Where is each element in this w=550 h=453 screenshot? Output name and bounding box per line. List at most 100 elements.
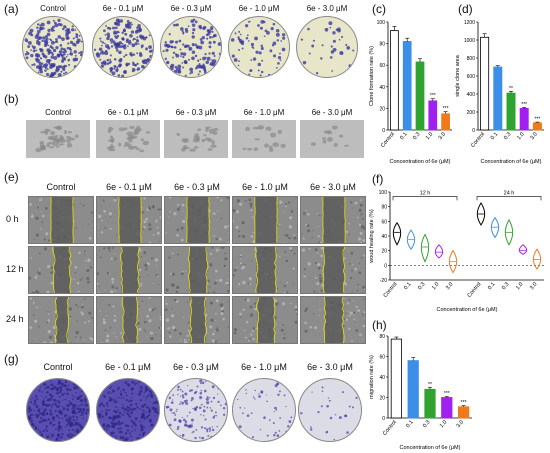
bar	[415, 61, 425, 131]
bar	[428, 100, 438, 131]
condition-label: 6e - 0.3 μM	[174, 182, 220, 192]
wound-image	[164, 196, 230, 244]
significance-label: ***	[443, 106, 449, 112]
y-tick-label: -20	[380, 278, 387, 284]
clone-dish	[160, 16, 222, 78]
x-tick-label: 1.0	[516, 131, 526, 141]
violin	[392, 221, 402, 246]
y-tick-label: 100	[379, 190, 388, 196]
violin	[532, 248, 542, 270]
chart-group: 0 20 40 60 80 100 Control 0.1 0.3 *** 1.0 *** 3.0 Clo…	[369, 20, 452, 165]
x-tick-label: Control	[383, 281, 399, 298]
violin	[490, 216, 500, 239]
panel-label-g: (g)	[4, 352, 19, 366]
time-label: 24 h	[6, 314, 24, 324]
y-axis-label: Clone formation rate (%)	[369, 46, 375, 106]
wound-image	[300, 196, 366, 244]
condition-label: 6e - 0.3 μM	[170, 4, 212, 13]
panel-label-h: (h)	[372, 318, 387, 332]
chart-clone-formation-rate: 0 20 40 60 80 100 Control 0.1 0.3 *** 1.0 *** 3.0 Clo…	[369, 20, 452, 165]
wound-image	[232, 296, 298, 344]
y-tick-label: 1000	[464, 38, 475, 44]
condition-label: Control	[45, 108, 71, 117]
y-tick-label: 80	[381, 205, 387, 211]
condition-label: 6e - 0.3 μM	[175, 108, 217, 117]
y-tick-label: 40	[381, 234, 387, 240]
panel-label-c: (c)	[372, 2, 386, 16]
bar	[441, 397, 453, 419]
wound-image	[300, 296, 366, 344]
group-bracket	[476, 196, 542, 201]
wound-image	[96, 246, 162, 294]
x-tick-label: 1.0	[431, 281, 441, 291]
colony-micrograph	[26, 120, 90, 158]
bar	[390, 338, 403, 419]
x-axis-label: Concentration of 6e (μM)	[437, 307, 498, 313]
bar	[424, 388, 436, 419]
violin	[476, 202, 486, 226]
migration-dish	[96, 378, 160, 442]
x-tick-label: 0.3	[503, 131, 513, 141]
x-tick-label: 1.0	[439, 419, 449, 429]
x-tick-label: 0.3	[501, 281, 511, 291]
bar	[532, 122, 542, 131]
violin	[504, 218, 514, 246]
y-tick-label: 0	[382, 416, 385, 422]
condition-label: 6e - 1.0 μM	[241, 362, 287, 372]
bar	[441, 113, 450, 131]
condition-label: 6e - 3.0 μM	[310, 182, 356, 192]
wound-image	[28, 296, 94, 344]
condition-label: 6e - 1.0 μM	[242, 182, 288, 192]
significance-label: **	[428, 382, 432, 388]
significance-label: ***	[461, 400, 467, 406]
condition-label: 6e - 3.0 μM	[306, 4, 348, 13]
y-tick-label: 80	[379, 42, 385, 48]
bar	[519, 108, 529, 131]
x-tick-label: 0.3	[412, 131, 422, 141]
clone-dish	[296, 16, 358, 78]
condition-label: 6e - 0.1 μM	[102, 4, 144, 13]
condition-label: Control	[46, 182, 76, 192]
x-tick-label: 1.0	[425, 131, 435, 141]
group-bracket	[392, 196, 458, 201]
condition-label: 6e - 0.1 μM	[107, 108, 149, 117]
x-tick-label: 0.1	[487, 281, 497, 291]
chart-migration-rate: 0 20 40 60 80 Control 0.1 ** 0.3 *** 1.0 *** 3.0 migr…	[369, 334, 472, 451]
condition-label: 6e - 3.0 μM	[311, 108, 353, 117]
bar	[407, 360, 419, 419]
group-label: 12 h	[420, 190, 431, 196]
colony-micrograph	[164, 120, 228, 158]
bar	[457, 406, 470, 419]
significance-label: **	[509, 86, 513, 92]
time-label: 0 h	[6, 214, 19, 224]
time-label: 12 h	[6, 264, 24, 274]
significance-label: ***	[444, 391, 450, 397]
condition-label: 6e - 0.3 μM	[173, 362, 219, 372]
y-tick-label: 200	[467, 110, 476, 116]
y-tick-label: 400	[467, 92, 476, 98]
condition-label: 6e - 3.0 μM	[307, 362, 353, 372]
y-tick-label: 0	[384, 263, 387, 269]
condition-label: 6e - 0.1 μM	[105, 362, 151, 372]
migration-dish	[232, 378, 296, 442]
panel-label-a: (a)	[4, 2, 19, 16]
significance-label: ***	[534, 117, 540, 123]
y-tick-label: 0	[382, 128, 385, 134]
violin	[448, 249, 458, 274]
x-tick-label: 0.3	[417, 281, 427, 291]
y-tick-label: 1200	[464, 20, 475, 26]
bar	[480, 36, 490, 131]
clone-dish	[22, 16, 84, 78]
colony-micrograph	[232, 120, 296, 158]
x-tick-label: 0.1	[399, 131, 409, 141]
x-axis-label: Concentration of 6e (μM)	[481, 159, 542, 165]
y-axis-label: woud healing rate (%)	[369, 209, 375, 264]
colony-micrograph	[300, 120, 364, 158]
chart-single-clone-area: 0 200 400 600 800 1000 1200 Control 0.1 ** 0.3 *** 1…	[455, 20, 544, 165]
x-tick-label: 3.0	[438, 131, 448, 141]
violin	[518, 244, 528, 255]
y-tick-label: 800	[467, 56, 476, 62]
y-tick-label: 600	[467, 74, 476, 80]
group-label: 24 h	[504, 190, 515, 196]
wound-image	[96, 196, 162, 244]
